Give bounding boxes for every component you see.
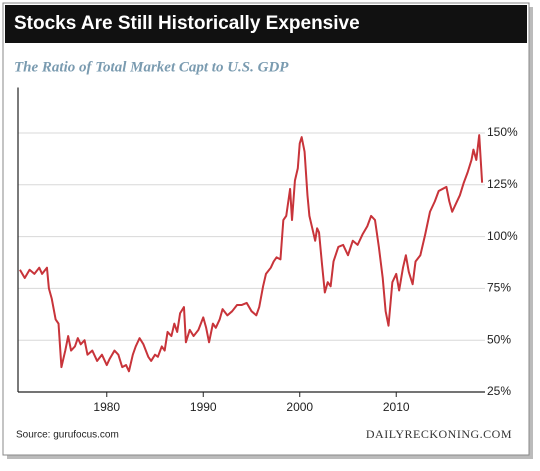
data-line <box>19 134 484 373</box>
x-tick-label: 1990 <box>190 400 217 414</box>
title-bar <box>5 5 527 43</box>
x-tick-label: 2000 <box>286 400 313 414</box>
chart-title: Stocks Are Still Historically Expensive <box>14 13 360 34</box>
y-tick-label: 75% <box>487 281 511 295</box>
x-tick-label: 1980 <box>93 400 120 414</box>
y-tick-label: 150% <box>487 125 518 139</box>
brand: DAILYRECKONING.COM <box>366 427 512 441</box>
source: Source: gurufocus.com <box>16 430 119 441</box>
y-tick-label: 50% <box>487 332 511 346</box>
y-tick-label: 25% <box>487 384 511 398</box>
card <box>2 2 530 456</box>
y-tick-label: 125% <box>487 177 518 191</box>
chart-subtitle: The Ratio of Total Market Capt to U.S. G… <box>14 59 289 75</box>
y-tick-label: 100% <box>487 229 518 243</box>
x-tick-label: 2010 <box>383 400 410 414</box>
